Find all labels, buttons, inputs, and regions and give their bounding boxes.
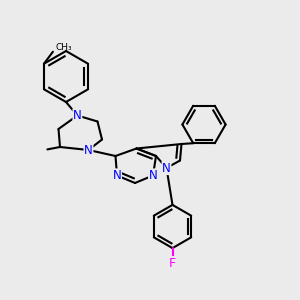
Text: N: N	[73, 109, 82, 122]
Text: F: F	[169, 256, 176, 270]
Text: CH₃: CH₃	[56, 43, 73, 52]
Text: N: N	[112, 169, 122, 182]
Text: N: N	[148, 169, 158, 182]
Text: N: N	[162, 161, 171, 175]
Text: N: N	[84, 143, 93, 157]
